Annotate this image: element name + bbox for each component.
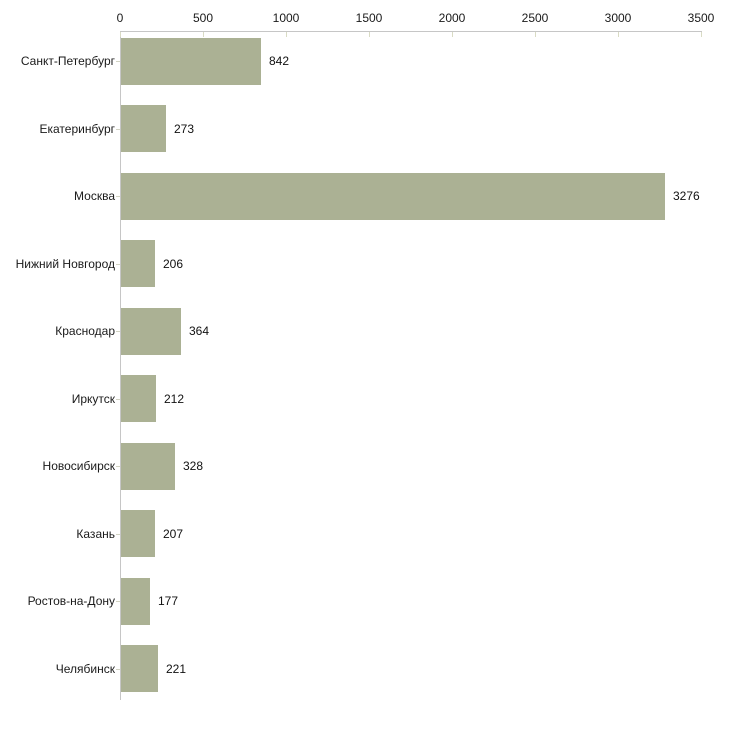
value-label: 3276 <box>673 189 700 203</box>
y-axis-line <box>120 31 121 700</box>
x-axis-tick-label: 1000 <box>272 11 300 25</box>
x-axis-tick-mark <box>452 32 453 37</box>
value-label: 207 <box>163 527 184 541</box>
x-axis-tick-mark <box>120 32 121 37</box>
y-axis-tick-mark <box>116 264 120 265</box>
category-label: Нижний Новгород <box>15 257 115 271</box>
x-axis-tick-mark <box>618 32 619 37</box>
x-axis-tick-label: 2500 <box>521 11 549 25</box>
category-label: Новосибирск <box>42 459 115 473</box>
bar <box>121 105 166 152</box>
category-label: Москва <box>74 189 115 203</box>
y-axis-tick-mark <box>116 331 120 332</box>
bar <box>121 645 158 692</box>
category-label: Санкт-Петербург <box>20 54 115 68</box>
bar <box>121 240 155 287</box>
bar <box>121 510 155 557</box>
y-axis-tick-mark <box>116 669 120 670</box>
x-axis-line <box>120 31 702 32</box>
category-label: Ростов-на-Дону <box>27 594 115 608</box>
x-axis-tick-label: 0 <box>116 11 124 25</box>
x-axis-tick-label: 500 <box>192 11 214 25</box>
value-label: 177 <box>158 594 179 608</box>
value-label: 206 <box>163 257 184 271</box>
x-axis-tick-mark <box>535 32 536 37</box>
x-axis-tick-label: 1500 <box>355 11 383 25</box>
x-axis-tick-label: 3500 <box>687 11 715 25</box>
x-axis-tick-mark <box>701 32 702 37</box>
y-axis-tick-mark <box>116 196 120 197</box>
category-label: Челябинск <box>55 662 115 676</box>
value-label: 842 <box>269 54 290 68</box>
bar <box>121 38 261 85</box>
value-label: 328 <box>183 459 204 473</box>
value-label: 221 <box>166 662 187 676</box>
x-axis-tick-mark <box>203 32 204 37</box>
x-axis-tick-label: 2000 <box>438 11 466 25</box>
category-label: Екатеринбург <box>39 122 116 136</box>
y-axis-tick-mark <box>116 466 120 467</box>
value-label: 364 <box>189 324 210 338</box>
bar <box>121 375 156 422</box>
y-axis-tick-mark <box>116 601 120 602</box>
y-axis-tick-mark <box>116 534 120 535</box>
bar <box>121 443 175 490</box>
category-label: Иркутск <box>71 392 115 406</box>
category-label: Краснодар <box>55 324 115 338</box>
y-axis-tick-mark <box>116 61 120 62</box>
x-axis-tick-label: 3000 <box>604 11 632 25</box>
x-axis-tick-mark <box>369 32 370 37</box>
category-label: Казань <box>76 527 115 541</box>
bar <box>121 308 181 355</box>
bar <box>121 173 665 220</box>
y-axis-tick-mark <box>116 129 120 130</box>
x-axis-tick-mark <box>286 32 287 37</box>
value-label: 273 <box>174 122 195 136</box>
y-axis-tick-mark <box>116 399 120 400</box>
value-label: 212 <box>164 392 185 406</box>
bar <box>121 578 150 625</box>
